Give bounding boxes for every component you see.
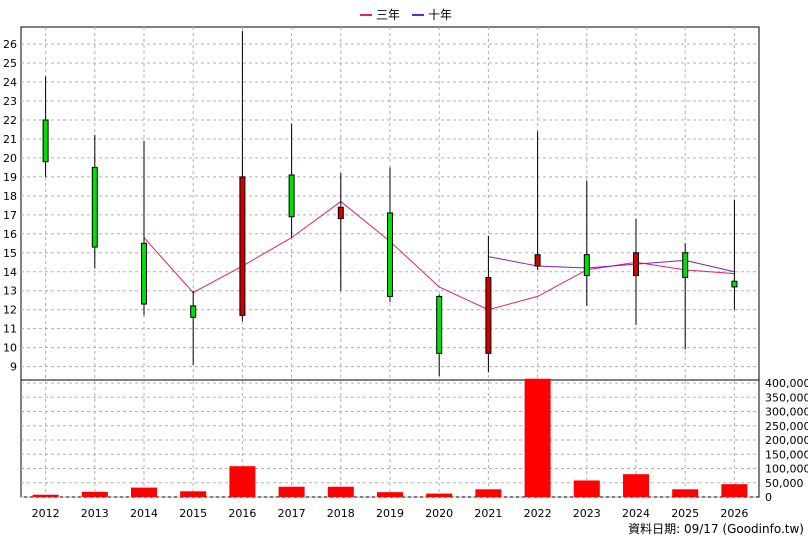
volume-bar [180, 491, 207, 497]
candle-body [682, 252, 689, 278]
price-tick-label: 9 [10, 361, 17, 374]
price-tick-label: 22 [3, 114, 17, 127]
candle-body [436, 295, 443, 354]
volume-bar [524, 378, 551, 497]
x-tick-label: 2016 [228, 507, 256, 520]
x-tick-label: 2013 [81, 507, 109, 520]
volume-bar [229, 466, 256, 497]
volume-bar [377, 492, 403, 497]
price-tick-label: 13 [3, 285, 17, 298]
volume-bar [32, 494, 59, 497]
legend-label-3yr: 三年 [376, 8, 401, 22]
price-tick-label: 14 [3, 266, 17, 279]
candle-body [583, 254, 590, 277]
volume-bar [81, 491, 108, 497]
candle-body [485, 276, 492, 354]
data-date-footer: 資料日期: 09/17 (Goodinfo.tw) [628, 522, 804, 536]
volume-bar [672, 489, 699, 497]
price-tick-label: 26 [3, 38, 17, 51]
volume-bar [573, 480, 600, 497]
x-tick-label: 2022 [524, 507, 552, 520]
price-tick-label: 16 [3, 228, 17, 241]
candle-body [190, 305, 197, 318]
x-tick-label: 2026 [720, 507, 748, 520]
price-tick-label: 15 [3, 247, 17, 260]
legend-swatch-3yr [360, 13, 372, 16]
candle-body [288, 174, 295, 218]
volume-tick-label: 300,000 [765, 406, 808, 419]
x-tick-label: 2017 [278, 507, 306, 520]
x-tick-label: 2021 [474, 507, 502, 520]
candle-body [239, 176, 246, 316]
price-tick-label: 21 [3, 133, 17, 146]
price-tick-label: 12 [3, 304, 17, 317]
volume-tick-label: 400,000 [765, 377, 808, 390]
volume-tick-label: 100,000 [765, 463, 808, 476]
volume-tick-label: 50,000 [765, 477, 804, 490]
volume-bar [721, 484, 748, 497]
candle-body [387, 212, 393, 297]
price-tick-label: 11 [3, 323, 17, 336]
x-tick-label: 2025 [671, 507, 699, 520]
x-tick-label: 2012 [32, 507, 60, 520]
price-tick-label: 10 [3, 342, 17, 355]
volume-bar [623, 474, 649, 497]
volume-bar [327, 486, 354, 497]
legend-swatch-10yr [412, 13, 425, 16]
ma-line-10yr [488, 256, 735, 273]
volume-tick-label: 250,000 [765, 420, 808, 433]
candle-body [633, 252, 639, 277]
x-tick-label: 2024 [622, 507, 650, 520]
legend-item-3yr: 三年 [360, 6, 400, 23]
price-tick-label: 19 [3, 171, 17, 184]
x-tick-label: 2014 [130, 507, 158, 520]
candle-body [534, 254, 541, 267]
price-tick-label: 20 [3, 152, 17, 165]
volume-bar [426, 493, 453, 497]
price-tick-label: 18 [3, 190, 17, 203]
x-tick-label: 2020 [425, 507, 453, 520]
volume-tick-label: 200,000 [765, 434, 808, 447]
price-tick-label: 23 [3, 95, 17, 108]
legend-label-10yr: 十年 [428, 8, 453, 22]
x-tick-label: 2023 [573, 507, 601, 520]
candle-body [141, 242, 147, 305]
volume-bar [475, 489, 502, 497]
price-tick-label: 24 [3, 76, 17, 89]
x-tick-label: 2018 [327, 507, 355, 520]
price-tick-label: 17 [3, 209, 17, 222]
legend-item-10yr: 十年 [412, 6, 452, 23]
price-tick-label: 25 [3, 57, 17, 70]
candle-body [42, 119, 49, 163]
volume-tick-label: 350,000 [765, 391, 808, 404]
volume-tick-label: 0 [765, 491, 772, 504]
volume-bar [278, 486, 305, 497]
volume-tick-label: 150,000 [765, 448, 808, 461]
x-tick-label: 2015 [179, 507, 207, 520]
x-tick-label: 2019 [376, 507, 404, 520]
legend: 三年 十年 [360, 6, 452, 23]
candle-body [337, 206, 344, 220]
candle-body [731, 280, 738, 288]
candle-body [91, 166, 98, 248]
volume-bar [131, 487, 157, 497]
